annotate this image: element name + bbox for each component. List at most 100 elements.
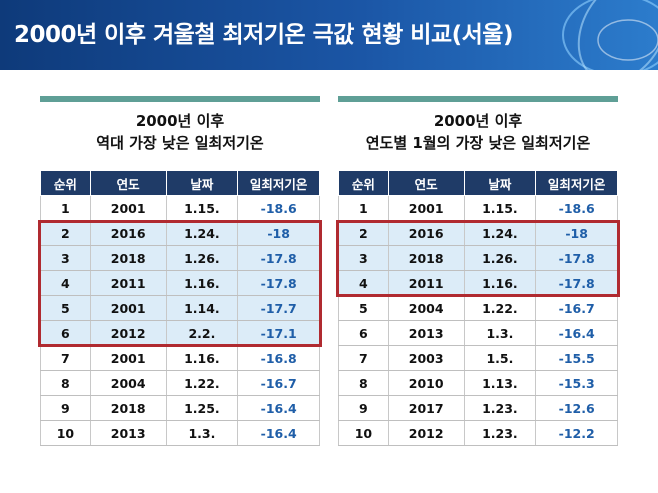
right-cell-date: 1.13.: [463, 370, 537, 396]
left-col-year-header: 연도: [89, 170, 167, 196]
right-cell-temp: -16.7: [535, 295, 618, 321]
right-cell-rank: 1: [338, 195, 389, 221]
table-row: 3 2018 1.26. -17.8: [338, 245, 618, 271]
right-col-year-header: 연도: [387, 170, 465, 196]
left-cell-temp: -16.8: [237, 345, 320, 371]
left-cell-year: 2001: [89, 195, 167, 221]
table-row: 5 2001 1.14. -17.7: [40, 295, 320, 321]
right-cell-year: 2004: [387, 295, 465, 321]
left-cell-temp: -16.4: [237, 395, 320, 421]
table-row: 8 2004 1.22. -16.7: [40, 370, 320, 396]
table-row: 10 2013 1.3. -16.4: [40, 420, 320, 446]
right-cell-rank: 2: [338, 220, 389, 246]
left-cell-temp: -16.7: [237, 370, 320, 396]
left-cell-date: 1.16.: [165, 270, 239, 296]
left-cell-date: 1.16.: [165, 345, 239, 371]
left-cell-rank: 7: [40, 345, 91, 371]
right-cell-year: 2011: [387, 270, 465, 296]
right-cell-temp: -16.4: [535, 320, 618, 346]
right-heading-line1: 2000년 이후: [433, 112, 523, 130]
left-col-rank-header: 순위: [40, 170, 91, 196]
page-title: 2000년 이후 겨울철 최저기온 극값 현황 비교(서울): [14, 22, 513, 48]
swirl-decoration-icon: [562, 0, 658, 70]
right-cell-rank: 6: [338, 320, 389, 346]
right-cell-date: 1.16.: [463, 270, 537, 296]
left-cell-rank: 9: [40, 395, 91, 421]
left-col-temp-header: 일최저기온: [237, 170, 320, 196]
right-cell-temp: -12.6: [535, 395, 618, 421]
right-table-header-row: 순위 연도 날짜 일최저기온: [338, 170, 618, 196]
left-col-date-header: 날짜: [165, 170, 239, 196]
left-cell-date: 1.26.: [165, 245, 239, 271]
right-cell-year: 2018: [387, 245, 465, 271]
table-row: 4 2011 1.16. -17.8: [338, 270, 618, 296]
right-col-date-header: 날짜: [463, 170, 537, 196]
right-cell-date: 1.23.: [463, 420, 537, 446]
left-cell-year: 2013: [89, 420, 167, 446]
right-cell-temp: -15.3: [535, 370, 618, 396]
left-cell-date: 1.25.: [165, 395, 239, 421]
left-cell-rank: 3: [40, 245, 91, 271]
left-cell-year: 2011: [89, 270, 167, 296]
left-accent-bar: [40, 96, 320, 102]
left-cell-rank: 5: [40, 295, 91, 321]
table-row: 6 2013 1.3. -16.4: [338, 320, 618, 346]
table-row: 9 2018 1.25. -16.4: [40, 395, 320, 421]
left-cell-rank: 8: [40, 370, 91, 396]
table-row: 9 2017 1.23. -12.6: [338, 395, 618, 421]
right-cell-date: 1.23.: [463, 395, 537, 421]
right-highlight-box: [336, 220, 620, 297]
left-cell-date: 1.24.: [165, 220, 239, 246]
left-heading-line2: 역대 가장 낮은 일최저기온: [96, 134, 264, 152]
table-row: 1 2001 1.15. -18.6: [338, 195, 618, 221]
right-cell-year: 2017: [387, 395, 465, 421]
right-cell-year: 2010: [387, 370, 465, 396]
right-cell-year: 2003: [387, 345, 465, 371]
table-row: 6 2012 2.2. -17.1: [40, 320, 320, 346]
left-cell-date: 2.2.: [165, 320, 239, 346]
table-row: 1 2001 1.15. -18.6: [40, 195, 320, 221]
right-cell-date: 1.26.: [463, 245, 537, 271]
table-row: 2 2016 1.24. -18: [40, 220, 320, 246]
table-row: 10 2012 1.23. -12.2: [338, 420, 618, 446]
left-cell-year: 2001: [89, 295, 167, 321]
right-cell-temp: -17.8: [535, 245, 618, 271]
table-row: 7 2001 1.16. -16.8: [40, 345, 320, 371]
left-cell-year: 2012: [89, 320, 167, 346]
left-cell-rank: 6: [40, 320, 91, 346]
right-cell-date: 1.3.: [463, 320, 537, 346]
left-highlight-box: [38, 220, 322, 347]
right-cell-year: 2013: [387, 320, 465, 346]
right-cell-rank: 9: [338, 395, 389, 421]
left-cell-temp: -17.8: [237, 270, 320, 296]
left-cell-date: 1.15.: [165, 195, 239, 221]
right-cell-rank: 4: [338, 270, 389, 296]
right-cell-year: 2012: [387, 420, 465, 446]
left-cell-rank: 1: [40, 195, 91, 221]
left-cell-temp: -16.4: [237, 420, 320, 446]
right-cell-temp: -17.8: [535, 270, 618, 296]
left-cell-rank: 10: [40, 420, 91, 446]
right-cell-rank: 8: [338, 370, 389, 396]
right-cell-temp: -18: [535, 220, 618, 246]
left-cell-date: 1.22.: [165, 370, 239, 396]
right-cell-temp: -12.2: [535, 420, 618, 446]
right-heading-line2: 연도별 1월의 가장 낮은 일최저기온: [365, 134, 591, 152]
right-col-temp-header: 일최저기온: [535, 170, 618, 196]
left-table-header-row: 순위 연도 날짜 일최저기온: [40, 170, 320, 196]
left-cell-temp: -18.6: [237, 195, 320, 221]
table-row: 7 2003 1.5. -15.5: [338, 345, 618, 371]
title-banner: 2000년 이후 겨울철 최저기온 극값 현황 비교(서울): [0, 0, 658, 70]
right-cell-date: 1.15.: [463, 195, 537, 221]
right-cell-year: 2001: [387, 195, 465, 221]
left-cell-date: 1.3.: [165, 420, 239, 446]
right-accent-bar: [338, 96, 618, 102]
right-col-rank-header: 순위: [338, 170, 389, 196]
right-cell-date: 1.22.: [463, 295, 537, 321]
left-cell-date: 1.14.: [165, 295, 239, 321]
right-cell-date: 1.5.: [463, 345, 537, 371]
table-row: 4 2011 1.16. -17.8: [40, 270, 320, 296]
right-cell-rank: 3: [338, 245, 389, 271]
left-table: 순위 연도 날짜 일최저기온 1 2001 1.15. -18.6 2 2016 1.24.…: [40, 170, 320, 446]
right-table: 순위 연도 날짜 일최저기온 1 2001 1.15. -18.6 2 2016 1.24.…: [338, 170, 618, 446]
